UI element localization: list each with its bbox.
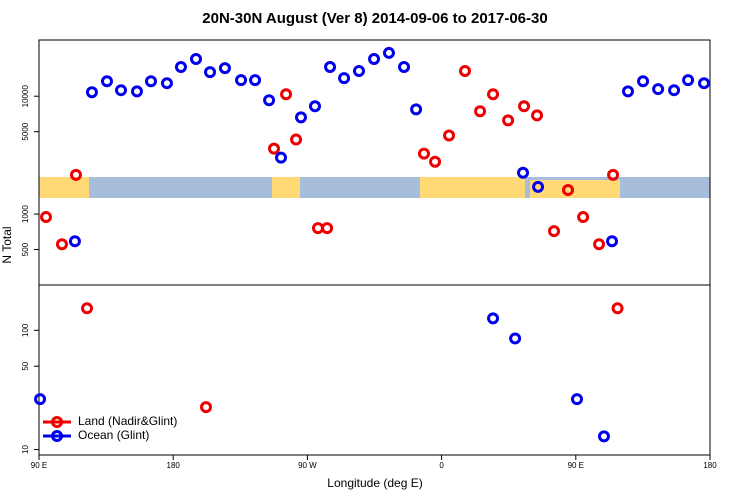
point [275, 151, 288, 164]
point [115, 84, 128, 97]
point [637, 75, 650, 88]
x-axis-label: Longitude (deg E) [327, 476, 422, 490]
point [190, 52, 203, 65]
x-tick-label: 0 [439, 461, 444, 470]
point [418, 147, 431, 160]
chart-title: 20N-30N August (Ver 8) 2014-09-06 to 201… [202, 10, 547, 27]
point [352, 65, 365, 78]
point [382, 46, 395, 59]
legend-marker [51, 430, 63, 442]
point [294, 111, 307, 124]
y-tick-label: 5000 [21, 122, 30, 140]
point [517, 166, 530, 179]
y-tick-label: 10000 [21, 85, 30, 108]
y-axis-label: N Total [0, 226, 14, 263]
point [548, 225, 561, 238]
point [668, 84, 681, 97]
point [611, 302, 624, 315]
point [577, 211, 590, 224]
point [249, 74, 262, 87]
y-tick-label: 500 [21, 242, 30, 256]
x-tick-label: 90 W [298, 461, 317, 470]
point [309, 100, 322, 113]
point [218, 62, 231, 75]
x-tick-label: 180 [167, 461, 181, 470]
x-tick-label: 90 E [31, 461, 47, 470]
plot-frame [38, 39, 711, 456]
point [607, 168, 620, 181]
point [263, 94, 276, 107]
point [34, 393, 47, 406]
point [338, 72, 351, 85]
point [81, 302, 94, 315]
y-tick-label: 1000 [21, 205, 30, 223]
point [130, 85, 143, 98]
point [606, 235, 619, 248]
point [100, 75, 113, 88]
point [368, 52, 381, 65]
point [40, 211, 53, 224]
point [200, 401, 213, 414]
y-tick-label: 100 [21, 323, 30, 337]
point [429, 155, 442, 168]
point [235, 74, 248, 87]
point [68, 235, 81, 248]
point [593, 238, 606, 251]
point [280, 88, 293, 101]
point [69, 168, 82, 181]
point [487, 312, 500, 325]
point [144, 75, 157, 88]
point [518, 100, 531, 113]
x-tick-label: 180 [703, 461, 717, 470]
point [474, 105, 487, 118]
point [267, 142, 280, 155]
point [682, 74, 695, 87]
y-tick-label: 50 [21, 361, 30, 370]
point [487, 88, 500, 101]
point [324, 61, 337, 74]
point [55, 238, 68, 251]
point [290, 133, 303, 146]
point [532, 180, 545, 193]
point [85, 86, 98, 99]
point [698, 77, 711, 90]
point [174, 61, 187, 74]
point [509, 332, 522, 345]
point [531, 109, 544, 122]
legend-label: Land (Nadir&Glint) [78, 414, 177, 428]
point [570, 393, 583, 406]
point [410, 103, 423, 116]
point [652, 83, 665, 96]
point [502, 114, 515, 127]
y-tick-label: 10 [21, 445, 30, 454]
point [621, 85, 634, 98]
point [562, 184, 575, 197]
x-tick-label: 90 E [568, 461, 584, 470]
point [459, 65, 472, 78]
point [321, 222, 334, 235]
point [398, 61, 411, 74]
legend-label: Ocean (Glint) [78, 428, 149, 442]
map-band [39, 177, 710, 198]
point [443, 129, 456, 142]
legend-marker [51, 416, 63, 428]
point [204, 66, 217, 79]
point [160, 77, 173, 90]
point [597, 430, 610, 443]
